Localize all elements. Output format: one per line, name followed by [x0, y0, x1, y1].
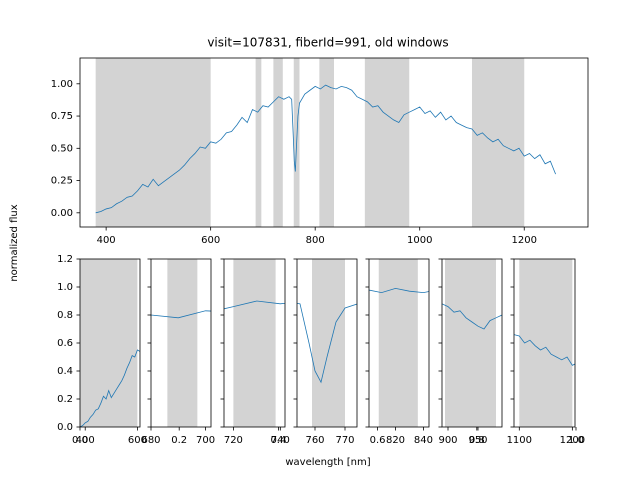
y-tick-label: 0.2: [57, 394, 73, 405]
plot-area: [80, 259, 140, 427]
x-tick-label: 770: [335, 435, 354, 446]
y-axis-label: normalized flux: [9, 204, 20, 281]
plot-area: [369, 259, 429, 427]
y-tick-label: 0.6: [57, 338, 73, 349]
chart-title: visit=107831, fiberId=991, old windows: [207, 36, 448, 50]
window-region: [233, 259, 276, 427]
y-tick-label: 0.50: [51, 143, 73, 154]
window-region: [519, 259, 573, 427]
overlay-x-tick-label: 1.0: [568, 435, 584, 446]
y-tick-label: 0.8: [57, 310, 73, 321]
overlay-x-tick-label: 0.8: [469, 435, 485, 446]
x-tick-label: 740: [271, 435, 290, 446]
window-region: [80, 259, 138, 427]
overlay-x-tick-label: 0.4: [270, 435, 286, 446]
x-tick-label: 900: [438, 435, 457, 446]
x-tick-label: 760: [305, 435, 324, 446]
y-tick-label: 1.0: [57, 282, 73, 293]
x-tick-label: 600: [201, 235, 220, 246]
plot-area: [95, 58, 556, 227]
spectrum-line: [80, 349, 140, 427]
x-tick-label: 400: [97, 235, 116, 246]
y-tick-label: 0.25: [51, 176, 73, 187]
overlay-x-tick-label: 0.6: [370, 435, 386, 446]
x-tick-label: 1200: [560, 435, 585, 446]
plot-area: [297, 259, 357, 427]
x-tick-label: 820: [386, 435, 405, 446]
spectrum-line: [514, 334, 575, 366]
window-region: [319, 58, 334, 227]
window-region: [95, 58, 211, 227]
x-tick-label: 600: [128, 435, 147, 446]
x-tick-label: 1100: [507, 435, 532, 446]
window-region: [273, 58, 283, 227]
y-tick-label: 0.4: [57, 366, 73, 377]
y-tick-label: 1.2: [57, 254, 73, 265]
window-region: [167, 259, 198, 427]
x-tick-label: 1000: [407, 235, 432, 246]
window-region: [445, 259, 496, 427]
window-region: [378, 259, 418, 427]
y-tick-label: 0.75: [51, 111, 73, 122]
window-region: [364, 58, 410, 227]
x-tick-label: 950: [468, 435, 487, 446]
x-axis-label: wavelength [nm]: [285, 457, 370, 468]
plot-area: [442, 259, 502, 427]
plot-area: [224, 259, 285, 427]
plot-area: [151, 259, 211, 427]
axes-frame: [79, 57, 589, 228]
x-tick-label: 400: [76, 435, 95, 446]
y-tick-label: 0.00: [51, 208, 73, 219]
x-tick-label: 840: [414, 435, 433, 446]
x-tick-label: 720: [224, 435, 243, 446]
x-tick-label: 700: [196, 435, 215, 446]
window-region: [255, 58, 262, 227]
window-region: [312, 259, 345, 427]
x-tick-label: 800: [306, 235, 325, 246]
x-tick-label: 1200: [512, 235, 537, 246]
y-tick-label: 0.0: [57, 422, 73, 433]
y-tick-label: 1.00: [51, 79, 73, 90]
plot-area: [514, 259, 575, 427]
overlay-x-tick-label: 0.2: [171, 435, 187, 446]
overlay-x-tick-label: 0.0: [72, 435, 88, 446]
x-tick-label: 680: [141, 435, 160, 446]
spectrum-line: [95, 84, 556, 214]
window-region: [471, 58, 525, 227]
